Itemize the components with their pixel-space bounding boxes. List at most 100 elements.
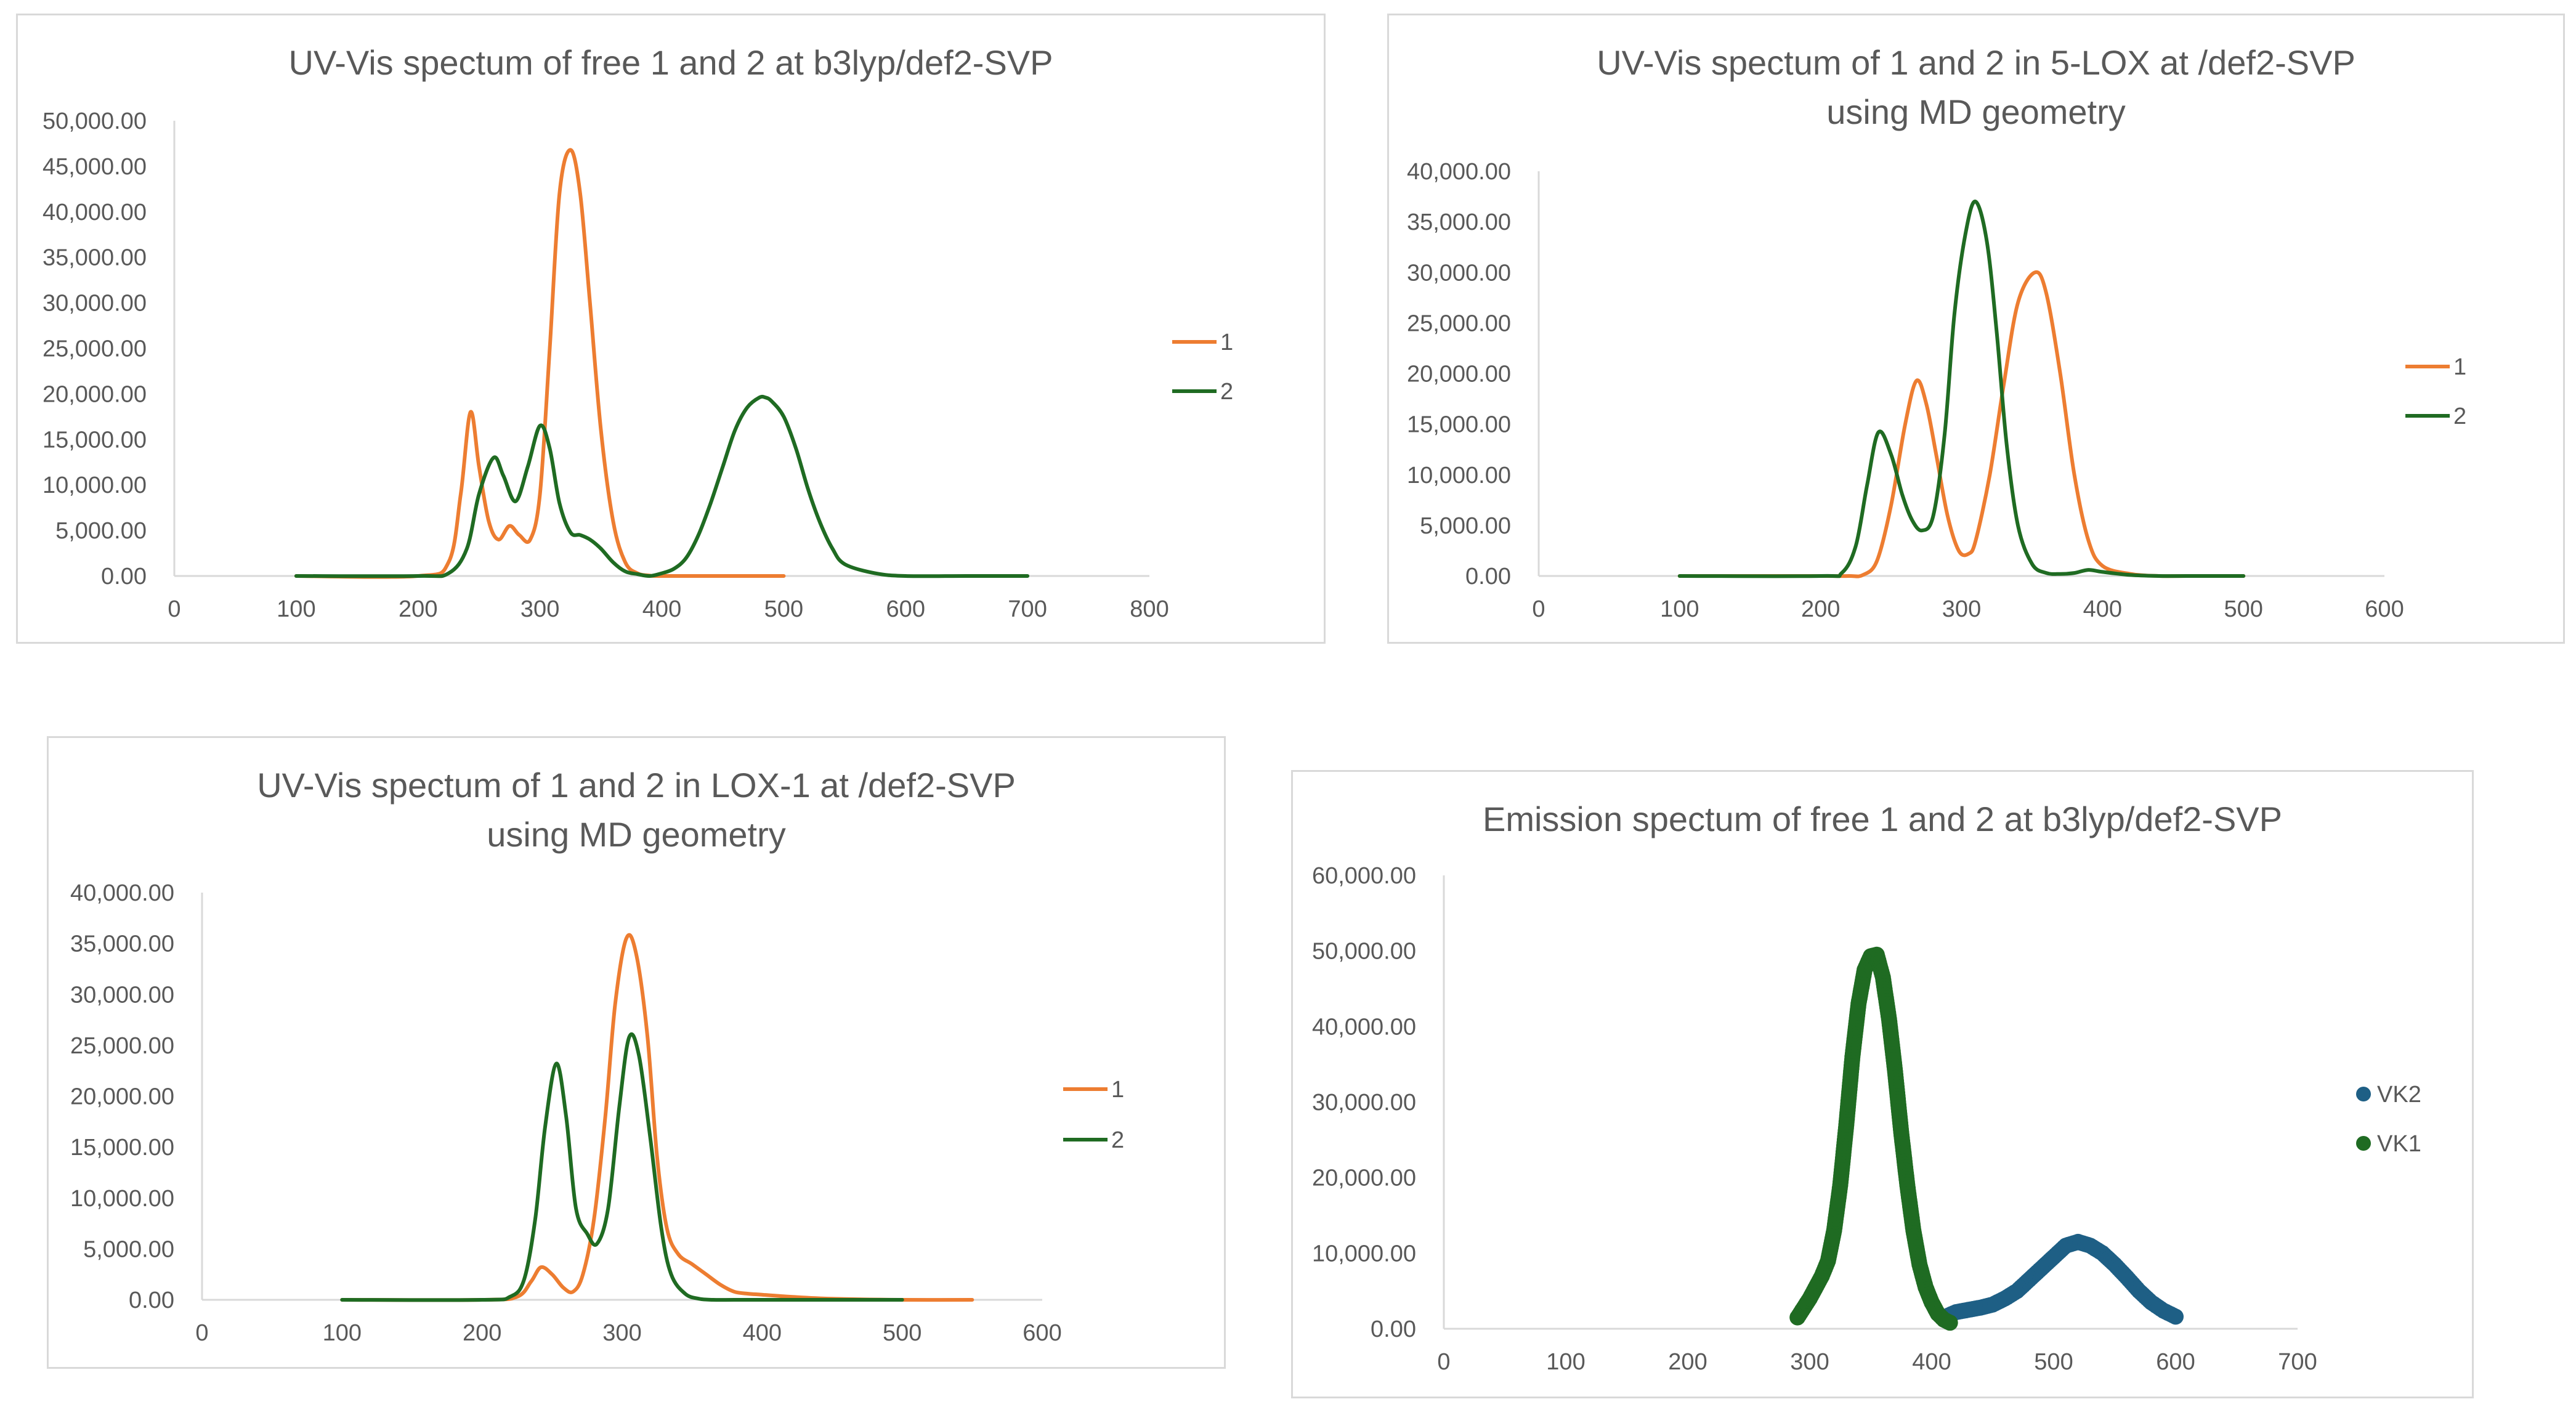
chart-panel-uvvis-free: UV-Vis spectum of free 1 and 2 at b3lyp/… — [16, 14, 1326, 644]
y-tick-label: 20,000.00 — [70, 1084, 174, 1110]
y-tick-label: 20,000.00 — [1312, 1166, 1416, 1191]
x-tick-label: 500 — [2224, 596, 2262, 622]
series-line-2 — [294, 394, 1030, 578]
y-tick-label: 5,000.00 — [55, 518, 147, 544]
y-tick-label: 0.00 — [1465, 564, 1511, 590]
x-tick-label: 200 — [399, 596, 437, 622]
chart-svg-uvvis-free: UV-Vis spectum of free 1 and 2 at b3lyp/… — [43, 43, 1233, 622]
chart-panel-uvvis-5lox: UV-Vis spectum of 1 and 2 in 5-LOX at /d… — [1387, 14, 2565, 644]
legend-label-2: 2 — [1220, 379, 1233, 405]
x-tick-label: 300 — [1790, 1349, 1829, 1375]
y-tick-label: 35,000.00 — [1407, 209, 1511, 235]
x-tick-label: 100 — [277, 596, 315, 622]
x-tick-label: 300 — [520, 596, 559, 622]
x-tick-label: 400 — [642, 596, 681, 622]
y-tick-label: 25,000.00 — [1407, 310, 1511, 336]
y-tick-label: 40,000.00 — [1407, 159, 1511, 185]
y-tick-label: 40,000.00 — [70, 880, 174, 906]
x-tick-label: 100 — [1546, 1349, 1585, 1375]
chart-title: UV-Vis spectum of free 1 and 2 at b3lyp/… — [289, 43, 1053, 82]
data-point-VK2 — [2168, 1308, 2184, 1325]
series-line-2 — [340, 1032, 904, 1302]
x-tick-label: 600 — [2365, 596, 2404, 622]
y-tick-label: 40,000.00 — [43, 200, 147, 225]
chart-title: using MD geometry — [487, 815, 786, 854]
x-tick-label: 200 — [1668, 1349, 1707, 1375]
y-tick-label: 25,000.00 — [70, 1033, 174, 1059]
y-tick-label: 0.00 — [129, 1287, 174, 1313]
chart-svg-emission-free: Emission spectum of free 1 and 2 at b3ly… — [1312, 800, 2421, 1375]
x-tick-label: 500 — [764, 596, 803, 622]
x-tick-label: 0 — [168, 596, 180, 622]
legend-swatch-VK1 — [2356, 1136, 2371, 1151]
data-point-VK1 — [1942, 1315, 1958, 1331]
legend-label-2: 2 — [2453, 403, 2466, 429]
y-tick-label: 15,000.00 — [1407, 412, 1511, 438]
legend-swatch-VK2 — [2356, 1087, 2371, 1101]
x-tick-label: 600 — [2156, 1349, 2195, 1375]
chart-svg-uvvis-5lox: UV-Vis spectum of 1 and 2 in 5-LOX at /d… — [1407, 43, 2466, 622]
x-tick-label: 400 — [1912, 1349, 1951, 1375]
x-tick-label: 700 — [2278, 1349, 2317, 1375]
x-tick-label: 100 — [1660, 596, 1699, 622]
chart-panel-emission-free: Emission spectum of free 1 and 2 at b3ly… — [1291, 770, 2474, 1398]
series-markers-VK2 — [1935, 1233, 2184, 1326]
x-tick-label: 100 — [323, 1320, 362, 1346]
y-tick-label: 10,000.00 — [70, 1186, 174, 1212]
x-tick-label: 700 — [1008, 596, 1047, 622]
x-tick-label: 200 — [463, 1320, 501, 1346]
x-tick-label: 300 — [1942, 596, 1981, 622]
legend-label-1: 1 — [2453, 354, 2466, 380]
chart-title: UV-Vis spectum of 1 and 2 in 5-LOX at /d… — [1597, 43, 2355, 82]
y-tick-label: 60,000.00 — [1312, 863, 1416, 889]
x-tick-label: 600 — [1023, 1320, 1061, 1346]
chart-title: using MD geometry — [1826, 92, 2126, 131]
x-tick-label: 0 — [195, 1320, 208, 1346]
legend-label-VK1: VK1 — [2377, 1131, 2421, 1157]
y-tick-label: 10,000.00 — [1312, 1241, 1416, 1267]
y-tick-label: 10,000.00 — [43, 472, 147, 498]
legend-label-1: 1 — [1111, 1077, 1124, 1103]
y-tick-label: 15,000.00 — [70, 1135, 174, 1161]
y-tick-label: 20,000.00 — [43, 381, 147, 407]
chart-svg-uvvis-lox1: UV-Vis spectum of 1 and 2 in LOX-1 at /d… — [70, 766, 1124, 1346]
y-tick-label: 30,000.00 — [1407, 260, 1511, 286]
legend-label-VK2: VK2 — [2377, 1082, 2421, 1108]
x-tick-label: 0 — [1532, 596, 1545, 622]
series-markers-VK1 — [1789, 946, 1958, 1331]
y-tick-label: 40,000.00 — [1312, 1014, 1416, 1040]
y-tick-label: 5,000.00 — [83, 1236, 174, 1262]
chart-title: Emission spectum of free 1 and 2 at b3ly… — [1483, 800, 2282, 838]
x-tick-label: 500 — [2034, 1349, 2073, 1375]
x-tick-label: 800 — [1130, 596, 1169, 622]
y-tick-label: 25,000.00 — [43, 336, 147, 362]
y-tick-label: 30,000.00 — [70, 982, 174, 1008]
x-tick-label: 400 — [2083, 596, 2122, 622]
legend-label-2: 2 — [1111, 1127, 1124, 1153]
y-tick-label: 15,000.00 — [43, 427, 147, 453]
chart-title: UV-Vis spectum of 1 and 2 in LOX-1 at /d… — [257, 766, 1016, 805]
y-tick-label: 35,000.00 — [43, 245, 147, 271]
y-tick-label: 45,000.00 — [43, 154, 147, 180]
y-tick-label: 0.00 — [1371, 1316, 1416, 1342]
y-tick-label: 50,000.00 — [1312, 939, 1416, 965]
y-tick-label: 5,000.00 — [1420, 513, 1511, 539]
x-tick-label: 300 — [602, 1320, 641, 1346]
y-tick-label: 30,000.00 — [43, 291, 147, 317]
y-tick-label: 30,000.00 — [1312, 1090, 1416, 1116]
y-tick-label: 10,000.00 — [1407, 463, 1511, 489]
chart-panel-uvvis-lox1: UV-Vis spectum of 1 and 2 in LOX-1 at /d… — [47, 736, 1226, 1369]
y-tick-label: 50,000.00 — [43, 108, 147, 134]
x-tick-label: 500 — [883, 1320, 921, 1346]
series-line-1 — [294, 148, 786, 579]
x-tick-label: 600 — [886, 596, 925, 622]
y-tick-label: 35,000.00 — [70, 931, 174, 957]
legend-label-1: 1 — [1220, 330, 1233, 355]
series-line-1 — [340, 933, 974, 1302]
x-tick-label: 0 — [1437, 1349, 1450, 1375]
x-tick-label: 200 — [1801, 596, 1840, 622]
x-tick-label: 400 — [743, 1320, 782, 1346]
series-line-1 — [1677, 270, 2246, 578]
series-line-2 — [1677, 200, 2246, 578]
y-tick-label: 20,000.00 — [1407, 362, 1511, 387]
